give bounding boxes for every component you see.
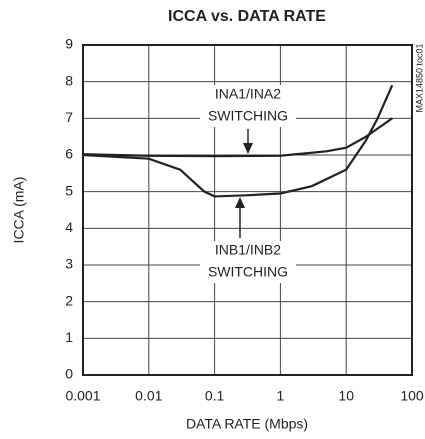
x-tick-label: 0.01 (135, 388, 162, 404)
annotation: INA1/INA2 (215, 86, 281, 102)
annotation: SWITCHING (208, 264, 288, 280)
x-axis-label: DATA RATE (Mbps) (186, 416, 308, 432)
y-tick-label: 4 (65, 219, 73, 235)
arrow-head (243, 143, 253, 154)
y-tick-label: 2 (65, 292, 73, 308)
side-label: MAX14850 toc01 (414, 43, 424, 112)
line-series (82, 84, 394, 198)
y-tick-label: 7 (65, 109, 73, 125)
x-tick-label: 1 (277, 388, 285, 404)
x-tick-label: 0.1 (205, 388, 225, 404)
x-tick-label: 10 (338, 388, 354, 404)
x-tick-label: 100 (400, 388, 424, 404)
y-tick-label: 1 (65, 329, 73, 345)
y-tick-label: 0 (65, 366, 73, 382)
plot-border (82, 44, 413, 376)
y-tick-label: 6 (65, 146, 73, 162)
annotation: INB1/INB2 (215, 242, 281, 258)
x-tick-label: 0.001 (65, 388, 100, 404)
y-axis-label: ICCA (mA) (11, 177, 27, 244)
label-bg (200, 85, 296, 127)
y-tick-label: 5 (65, 182, 73, 198)
label-bg (200, 241, 296, 283)
y-tick-label: 9 (65, 36, 73, 52)
line-series (82, 117, 393, 158)
chart-title: ICCA vs. DATA RATE (168, 8, 326, 25)
annotation: SWITCHING (208, 108, 288, 124)
y-tick-label: 3 (65, 256, 73, 272)
y-tick-label: 8 (65, 72, 73, 88)
arrow-head (235, 197, 245, 208)
